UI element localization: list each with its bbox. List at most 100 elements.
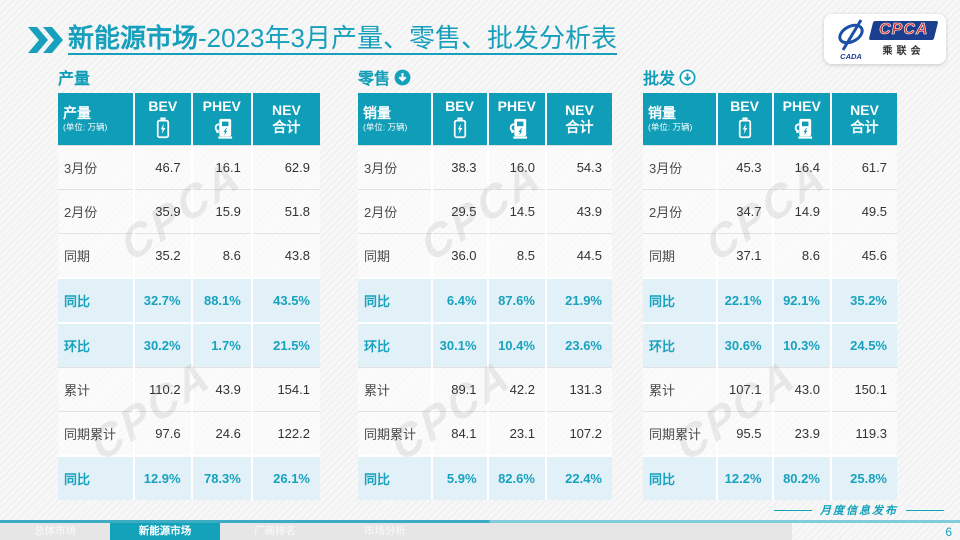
data-cell: 62.9 [250,145,320,190]
table-row: 同比 5.9% 82.6% 22.4% [358,455,612,500]
data-cell: 43.5% [250,277,320,323]
row-label: 同期累计 [643,411,717,456]
corner-header-cell: 产量 (单位: 万辆) [58,93,134,146]
data-cell: 25.8% [829,455,897,500]
charger-icon [794,118,812,139]
header-row: 销量 (单位: 万辆) BEV PHEV NEV 合计 [643,93,897,146]
data-cell: 16.1 [190,145,252,190]
monthly-release-note: 月度信息发布 [774,502,944,518]
data-cell: 80.2% [771,455,831,500]
data-cell: 61.7 [829,145,897,190]
data-cell: 23.6% [544,322,612,368]
data-cell: 44.5 [544,233,612,278]
retail-table-section: 零售 销量 (单位: 万辆) BEV PHEV N [358,66,612,500]
data-cell: 43.8 [250,233,320,278]
table-row: 3月份 45.3 16.4 61.7 [643,145,897,190]
double-chevron-icon [28,27,64,58]
row-label: 累计 [358,367,432,412]
data-cell: 110.2 [132,367,192,412]
data-cell: 23.1 [486,411,546,456]
tab-nev-market[interactable]: 新能源市场 [110,523,220,540]
data-cell: 14.5 [486,189,546,234]
data-cell: 35.2 [132,233,192,278]
table-row: 2月份 34.7 14.9 49.5 [643,189,897,234]
data-cell: 8.5 [486,233,546,278]
data-cell: 95.5 [715,411,773,456]
data-cell: 51.8 [250,189,320,234]
data-cell: 24.5% [829,322,897,368]
table-row: 累计 89.1 42.2 131.3 [358,367,612,412]
retail-section-title: 零售 [358,66,612,88]
data-cell: 30.1% [430,322,488,368]
data-cell: 16.4 [771,145,831,190]
svg-text:CADA: CADA [840,52,862,60]
production-table-section: 产量 产量 (单位: 万辆) BEV PHEV NEV 合计 [58,66,320,500]
table-row: 3月份 46.7 16.1 62.9 [58,145,320,190]
data-cell: 42.2 [486,367,546,412]
production-section-title: 产量 [58,71,91,88]
header-row: 销量 (单位: 万辆) BEV PHEV NEV 合计 [358,93,612,146]
row-label: 同期 [643,233,717,278]
row-label: 2月份 [643,189,717,234]
data-cell: 92.1% [771,277,831,323]
dash-line [906,509,944,511]
nev-total-column-header: NEV 合计 [544,93,612,146]
data-cell: 131.3 [544,367,612,412]
wholesale-section-title: 批发 [643,66,897,88]
phev-column-header: PHEV [486,93,546,146]
data-cell: 49.5 [829,189,897,234]
table-row: 环比 30.2% 1.7% 21.5% [58,322,320,368]
data-cell: 150.1 [829,367,897,412]
data-cell: 10.3% [771,322,831,368]
row-label: 2月份 [58,189,134,234]
data-cell: 38.3 [430,145,488,190]
data-cell: 45.6 [829,233,897,278]
data-cell: 29.5 [430,189,488,234]
data-cell: 12.9% [132,455,192,500]
production-table: 产量 (单位: 万辆) BEV PHEV NEV 合计 3月份 46.7 16.1 62… [58,93,320,500]
tab-oem-ranking[interactable]: 厂商排名 [254,525,296,537]
data-cell: 8.6 [190,233,252,278]
dash-line [774,509,812,511]
row-label: 累计 [58,367,134,412]
row-label: 同期累计 [58,411,134,456]
data-cell: 46.7 [132,145,192,190]
row-label: 同比 [643,455,717,500]
nev-total-column-header: NEV 合计 [250,93,320,146]
table-row: 3月份 38.3 16.0 54.3 [358,145,612,190]
table-row: 同比 6.4% 87.6% 21.9% [358,277,612,323]
bev-column-header: BEV [430,93,488,146]
bev-column-header: BEV [132,93,192,146]
cada-swoosh-icon: CADA [838,19,864,60]
data-cell: 32.7% [132,277,192,323]
battery-icon [453,117,466,138]
header-row: 产量 (单位: 万辆) BEV PHEV NEV 合计 [58,93,320,146]
charger-icon [214,118,232,139]
data-cell: 24.6 [190,411,252,456]
data-cell: 23.9 [771,411,831,456]
data-cell: 78.3% [190,455,252,500]
corner-header-cell: 销量 (单位: 万辆) [643,93,717,146]
page-title-bold: 新能源市场 [68,23,199,53]
cpca-logo: CADA CPCA 乘联会 [824,14,946,64]
footer-tab-bar: 总体市场 新能源市场 厂商排名 市场分析 [0,523,792,540]
data-cell: 21.9% [544,277,612,323]
table-row: 同期 35.2 8.6 43.8 [58,233,320,278]
retail-table: 销量 (单位: 万辆) BEV PHEV NEV 合计 3月份 38.3 16.0 54… [358,93,612,500]
row-label: 同比 [358,455,432,500]
cpca-wordmark: CPCA [868,21,939,40]
data-cell: 10.4% [486,322,546,368]
data-cell: 35.9 [132,189,192,234]
charger-icon [509,118,527,139]
row-label: 同期累计 [358,411,432,456]
data-cell: 30.6% [715,322,773,368]
row-label: 累计 [643,367,717,412]
data-cell: 21.5% [250,322,320,368]
tab-market-analysis[interactable]: 市场分析 [364,525,406,537]
footer-divider-line [0,520,960,523]
nev-total-column-header: NEV 合计 [829,93,897,146]
data-cell: 15.9 [190,189,252,234]
tab-overall-market[interactable]: 总体市场 [34,525,76,537]
row-label: 2月份 [358,189,432,234]
